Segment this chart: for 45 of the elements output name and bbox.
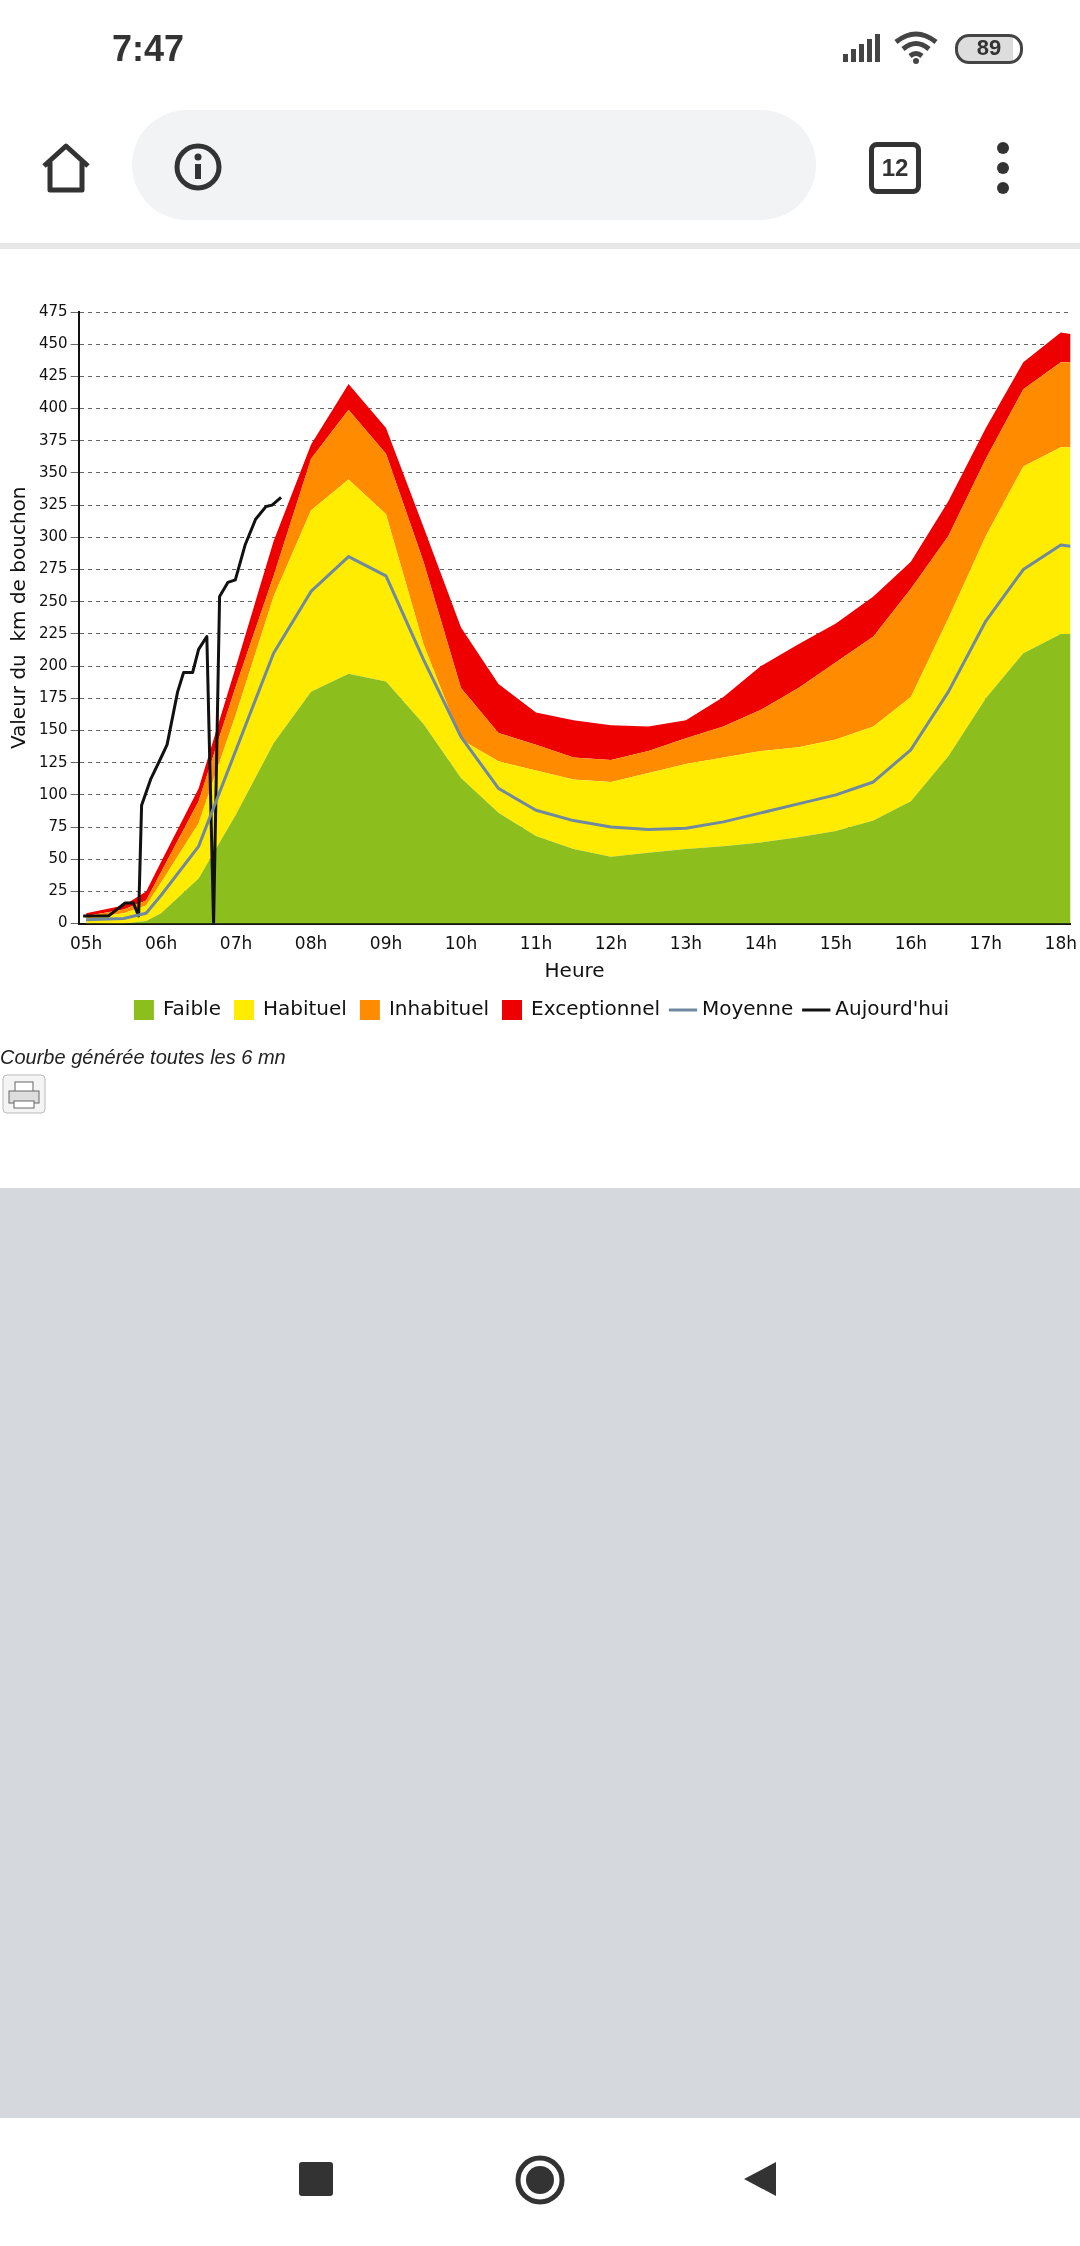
y-tick-label: 175: [38, 688, 68, 707]
legend-label: Aujourd'hui: [835, 996, 950, 1021]
y-tick-label: 75: [48, 816, 68, 835]
y-tick-label: 300: [38, 527, 68, 546]
x-tick-label: 07h: [219, 933, 253, 954]
x-axis-title: Heure: [544, 958, 605, 983]
y-tick-label: 350: [38, 462, 68, 481]
y-tick-label: 200: [38, 655, 68, 674]
x-tick-label: 12h: [594, 933, 628, 954]
y-axis-title: Valeur du km de bouchon: [6, 486, 31, 750]
y-tick-label: 375: [38, 430, 68, 449]
y-tick-label: 250: [38, 591, 68, 610]
x-tick-label: 16h: [894, 933, 928, 954]
x-tick-label: 05h: [69, 933, 103, 954]
x-tick-label: 09h: [369, 933, 403, 954]
legend-label: Habituel: [262, 996, 347, 1021]
x-tick-label: 11h: [519, 933, 553, 954]
text: 12: [880, 153, 910, 183]
y-tick-label: 100: [38, 784, 68, 803]
y-tick-label: 275: [38, 559, 68, 578]
text: 7:47: [112, 28, 185, 70]
x-tick-label: 15h: [819, 933, 853, 954]
x-tick-label: 18h: [1044, 933, 1077, 954]
y-tick-label: 25: [48, 881, 68, 900]
x-tick-label: 17h: [969, 933, 1003, 954]
y-tick-label: 0: [58, 913, 68, 932]
y-tick-label: 400: [38, 398, 68, 417]
y-tick-label: 50: [48, 849, 68, 868]
x-tick-label: 10h: [444, 933, 478, 954]
x-tick-label: 14h: [744, 933, 778, 954]
x-tick-label: 13h: [669, 933, 703, 954]
y-tick-label: 125: [38, 752, 68, 771]
y-tick-label: 225: [38, 623, 68, 642]
legend-label: Moyenne: [701, 996, 794, 1021]
y-tick-label: 450: [38, 334, 68, 353]
x-tick-label: 06h: [144, 933, 178, 954]
y-tick-label: 325: [38, 495, 68, 514]
text: Courbe générée toutes les 6 mn: [0, 1046, 286, 1069]
legend-label: Inhabituel: [388, 996, 490, 1021]
y-tick-label: 150: [38, 720, 68, 739]
x-tick-label: 08h: [294, 933, 328, 954]
legend-label: Faible: [162, 996, 221, 1021]
y-tick-label: 425: [38, 366, 68, 385]
y-tick-label: 475: [38, 301, 68, 320]
legend-label: Exceptionnel: [531, 996, 660, 1021]
